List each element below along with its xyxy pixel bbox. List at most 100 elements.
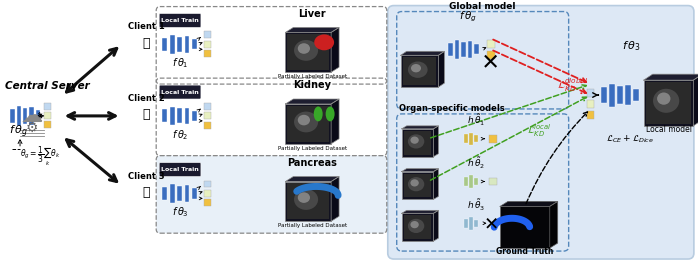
Polygon shape: [400, 51, 444, 55]
Bar: [192, 39, 197, 49]
Polygon shape: [286, 99, 339, 104]
Text: $f\,\theta_3$: $f\,\theta_3$: [622, 39, 640, 53]
Bar: [10, 109, 15, 123]
Polygon shape: [694, 74, 700, 126]
Bar: [204, 31, 211, 38]
Bar: [177, 108, 182, 123]
Bar: [204, 112, 211, 119]
Bar: [455, 40, 459, 59]
Bar: [29, 107, 34, 125]
Bar: [44, 103, 51, 110]
Text: Local Train: Local Train: [161, 90, 199, 95]
Bar: [468, 41, 472, 58]
FancyBboxPatch shape: [156, 156, 387, 233]
Bar: [464, 134, 468, 143]
Polygon shape: [550, 201, 558, 248]
Ellipse shape: [657, 93, 671, 105]
Ellipse shape: [294, 189, 318, 210]
Bar: [469, 175, 472, 188]
Text: Organ-specific models: Organ-specific models: [399, 104, 505, 113]
Text: Local Train: Local Train: [161, 167, 199, 172]
Bar: [634, 89, 638, 101]
FancyBboxPatch shape: [402, 171, 433, 199]
FancyBboxPatch shape: [159, 13, 201, 27]
Text: $f\,\theta_2$: $f\,\theta_2$: [172, 128, 188, 141]
Ellipse shape: [326, 107, 335, 121]
Bar: [474, 178, 477, 185]
Bar: [192, 111, 197, 121]
Text: Local Train: Local Train: [161, 18, 199, 23]
Bar: [204, 50, 211, 57]
FancyBboxPatch shape: [402, 129, 433, 157]
Bar: [185, 36, 190, 53]
Polygon shape: [286, 27, 339, 32]
Polygon shape: [402, 169, 438, 171]
Bar: [625, 85, 631, 105]
Text: Liver: Liver: [298, 8, 326, 18]
Polygon shape: [433, 169, 438, 199]
Bar: [44, 112, 51, 119]
Ellipse shape: [298, 43, 310, 54]
Bar: [617, 86, 623, 104]
Text: $\mathcal{L}_{KD}^{global}$: $\mathcal{L}_{KD}^{global}$: [556, 76, 588, 94]
Text: Partially Labeled Dataset: Partially Labeled Dataset: [278, 146, 346, 151]
Text: $\theta_g = \dfrac{1}{3}\sum_k \theta_k$: $\theta_g = \dfrac{1}{3}\sum_k \theta_k$: [20, 144, 60, 168]
Bar: [474, 135, 477, 142]
Bar: [645, 82, 692, 124]
Text: Global model: Global model: [449, 2, 516, 11]
Text: Kidney: Kidney: [293, 80, 331, 90]
Bar: [288, 184, 329, 219]
Bar: [461, 42, 466, 57]
Text: Client 1: Client 1: [128, 22, 164, 32]
Ellipse shape: [410, 136, 419, 144]
FancyBboxPatch shape: [500, 206, 550, 248]
Text: 🏥: 🏥: [143, 37, 150, 50]
Text: 🏥: 🏥: [143, 186, 150, 199]
Bar: [469, 133, 472, 145]
Polygon shape: [331, 176, 339, 221]
Bar: [404, 215, 431, 239]
Ellipse shape: [314, 107, 323, 121]
Bar: [601, 87, 607, 103]
Text: $f\,\theta_3$: $f\,\theta_3$: [172, 205, 188, 219]
FancyBboxPatch shape: [388, 6, 694, 259]
Text: $\mathcal{L}_{CE} + \mathcal{L}_{Dice}$: $\mathcal{L}_{CE} + \mathcal{L}_{Dice}$: [606, 134, 655, 145]
Text: 🏥: 🏥: [143, 108, 150, 122]
Bar: [177, 37, 182, 52]
Polygon shape: [644, 74, 700, 80]
Bar: [404, 174, 431, 198]
Polygon shape: [433, 126, 438, 157]
Bar: [17, 105, 21, 126]
Bar: [162, 109, 167, 122]
Text: Partially Labeled Dataset: Partially Labeled Dataset: [278, 74, 346, 79]
FancyBboxPatch shape: [159, 85, 201, 99]
Bar: [489, 178, 496, 185]
Bar: [204, 199, 211, 206]
Bar: [36, 110, 41, 122]
Text: Pancreas: Pancreas: [287, 158, 337, 168]
Bar: [204, 41, 211, 48]
Bar: [464, 219, 468, 228]
Bar: [474, 44, 479, 54]
FancyBboxPatch shape: [286, 32, 331, 72]
Polygon shape: [438, 51, 444, 87]
Bar: [486, 51, 495, 59]
Polygon shape: [402, 126, 438, 129]
Bar: [169, 107, 174, 125]
Text: $\mathcal{L}_{KD}^{local}$: $\mathcal{L}_{KD}^{local}$: [527, 122, 552, 139]
Bar: [288, 34, 329, 70]
FancyBboxPatch shape: [644, 80, 694, 126]
Bar: [204, 122, 211, 129]
Bar: [610, 84, 615, 107]
Bar: [587, 100, 594, 108]
Ellipse shape: [294, 112, 318, 132]
Ellipse shape: [408, 219, 424, 233]
Bar: [404, 131, 431, 155]
Bar: [169, 35, 174, 54]
Ellipse shape: [408, 62, 428, 78]
Bar: [44, 121, 51, 128]
Ellipse shape: [294, 40, 318, 61]
Bar: [185, 185, 190, 202]
Bar: [162, 187, 167, 200]
FancyBboxPatch shape: [400, 55, 438, 87]
